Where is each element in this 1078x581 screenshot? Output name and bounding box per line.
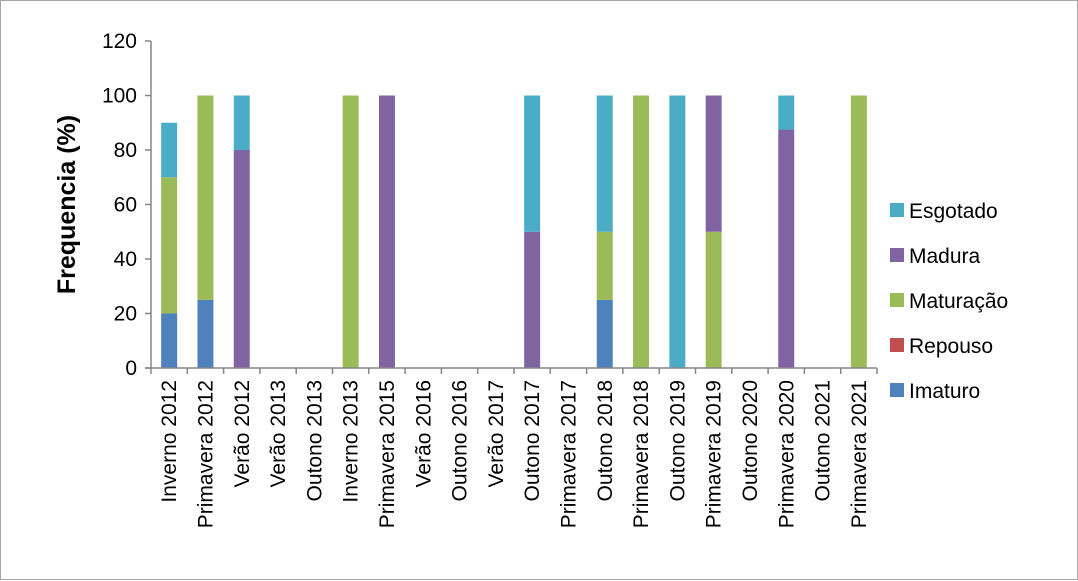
bar-maturacao-outono-2018	[596, 231, 613, 300]
y-tick-label: 40	[114, 248, 137, 271]
x-tick-label: Primavera 2018	[630, 380, 653, 528]
x-tick-label: Outono 2016	[449, 380, 472, 501]
bar-maturacao-primavera-2021	[850, 95, 867, 368]
x-tick-label: Outono 2021	[812, 380, 835, 501]
x-tick-label: Primavera 2019	[703, 380, 726, 528]
x-tick-label: Inverno 2013	[340, 380, 363, 503]
y-tick-label: 20	[114, 303, 137, 326]
legend-swatch-repouso	[890, 338, 904, 352]
bar-maturacao-inverno-2013	[342, 95, 359, 368]
x-tick-label: Outono 2018	[594, 380, 617, 501]
bar-imaturo-outono-2018	[596, 299, 613, 368]
bar-madura-primavera-2020	[778, 129, 795, 368]
legend-swatch-maturacao	[890, 293, 904, 307]
x-tick-label: Outono 2013	[303, 380, 326, 501]
x-tick-label: Verão 2013	[267, 380, 290, 487]
bar-madura-primavera-2015	[378, 95, 395, 368]
x-tick-label: Primavera 2021	[848, 380, 871, 528]
x-tick-label: Verão 2016	[412, 380, 435, 487]
x-tick-label: Outono 2017	[521, 380, 544, 501]
x-tick-label: Primavera 2020	[775, 380, 798, 528]
legend-swatch-esgotado	[890, 203, 904, 217]
bar-imaturo-primavera-2012	[197, 299, 214, 368]
bar-esgotado-verao-2012	[233, 95, 250, 150]
bar-madura-primavera-2019	[705, 95, 722, 232]
y-axis-ticks: 0 20 40 60 80 100 120	[102, 30, 151, 380]
y-tick-label: 0	[125, 357, 137, 380]
bar-madura-outono-2017	[524, 231, 541, 368]
y-tick-label: 100	[102, 85, 137, 108]
axes	[145, 41, 877, 369]
x-tick-label: Outono 2019	[666, 380, 689, 501]
plot-area	[161, 95, 867, 368]
x-tick-label: Primavera 2015	[376, 380, 399, 528]
x-tick-label: Primavera 2012	[194, 380, 217, 528]
bar-esgotado-outono-2018	[596, 95, 613, 232]
bar-maturacao-primavera-2018	[633, 95, 650, 368]
bar-esgotado-primavera-2020	[778, 95, 795, 130]
bar-esgotado-outono-2019	[669, 95, 686, 368]
bar-imaturo-inverno-2012	[161, 313, 178, 368]
bar-esgotado-outono-2017	[524, 95, 541, 232]
legend-label-madura: Madura	[909, 245, 981, 268]
y-axis-title: Frequencia (%)	[53, 115, 81, 294]
x-tick-label: Inverno 2012	[158, 380, 181, 503]
y-tick-label: 60	[114, 194, 137, 217]
y-tick-label: 120	[102, 30, 137, 53]
bar-maturacao-primavera-2012	[197, 95, 214, 300]
legend-label-imaturo: Imaturo	[909, 380, 980, 403]
x-tick-label: Outono 2020	[739, 380, 762, 501]
legend-swatch-madura	[890, 248, 904, 262]
bar-madura-verao-2012	[233, 150, 250, 368]
bar-esgotado-inverno-2012	[161, 122, 178, 178]
legend: Esgotado Madura Maturação Repouso Imaturo	[890, 200, 1008, 403]
legend-label-repouso: Repouso	[909, 335, 993, 358]
bar-maturacao-primavera-2019	[705, 231, 722, 368]
x-tick-label: Primavera 2017	[557, 380, 580, 528]
legend-label-esgotado: Esgotado	[909, 200, 998, 223]
x-tick-label: Verão 2017	[485, 380, 508, 487]
x-axis-ticks: Inverno 2012 Primavera 2012 Verão 2012 Verã…	[150, 368, 878, 528]
bar-maturacao-inverno-2012	[161, 177, 178, 314]
x-tick-label: Verão 2012	[231, 380, 254, 487]
y-tick-label: 80	[114, 139, 137, 162]
legend-label-maturacao: Maturação	[909, 290, 1008, 313]
legend-swatch-imaturo	[890, 383, 904, 397]
